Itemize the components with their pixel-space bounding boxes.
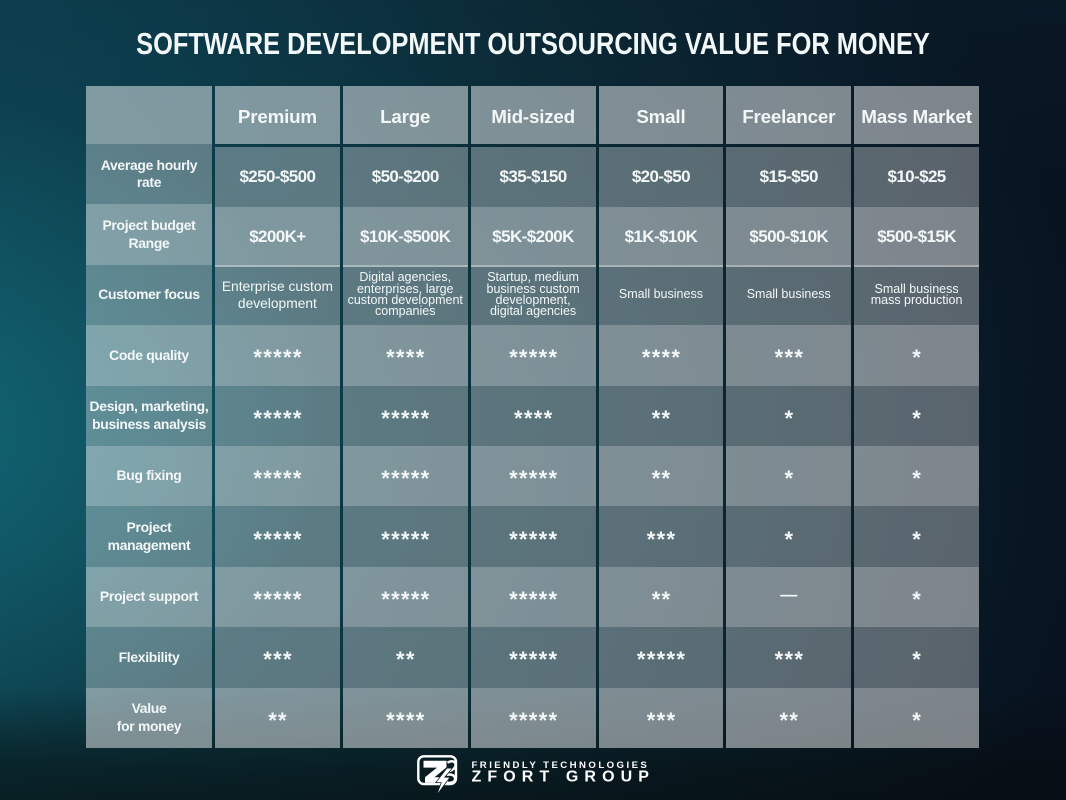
- svg-text:ZFORT GROUP: ZFORT GROUP: [472, 769, 656, 786]
- svg-text:FRIENDLY TECHNOLOGIES: FRIENDLY TECHNOLOGIES: [472, 760, 650, 771]
